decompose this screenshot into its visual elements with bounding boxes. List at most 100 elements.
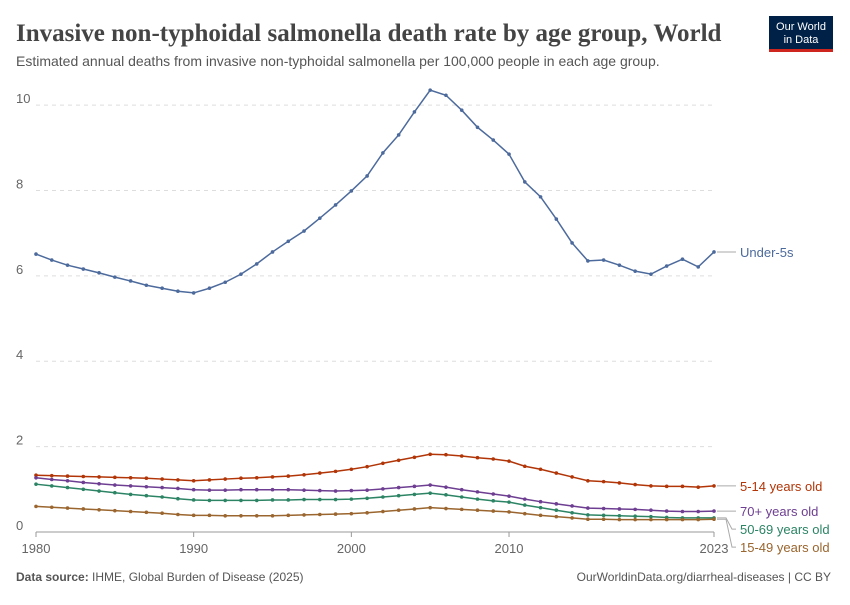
data-point (207, 498, 212, 503)
data-point (349, 497, 354, 501)
data-point (491, 138, 496, 142)
data-point (412, 507, 417, 511)
data-point (270, 498, 275, 502)
data-point (191, 498, 196, 502)
label-connector (717, 517, 736, 530)
data-point (428, 505, 432, 510)
data-point (318, 497, 322, 502)
data-point (633, 517, 637, 522)
data-point (680, 517, 685, 522)
data-point (191, 478, 196, 483)
data-point (365, 496, 369, 501)
data-point (160, 511, 164, 516)
data-point (144, 476, 149, 481)
data-point (459, 487, 464, 492)
data-point (617, 481, 622, 485)
x-tick-label: 2010 (495, 541, 524, 556)
data-point (160, 485, 164, 490)
data-point (428, 483, 432, 487)
data-point (459, 108, 464, 112)
data-point (144, 283, 149, 288)
data-point (223, 280, 228, 285)
data-point (586, 259, 590, 263)
data-point (318, 471, 322, 475)
data-point (144, 493, 149, 498)
data-point (601, 517, 606, 521)
data-point (554, 471, 559, 475)
data-point (144, 510, 149, 515)
data-point (396, 485, 401, 490)
data-point (286, 474, 291, 478)
data-point (113, 490, 117, 495)
data-point (538, 505, 543, 510)
data-point (444, 493, 448, 497)
data-point (617, 517, 622, 522)
data-point (65, 478, 70, 483)
data-point (459, 454, 464, 458)
data-point (475, 455, 480, 460)
data-point (649, 272, 653, 276)
data-point (381, 509, 385, 514)
data-point (444, 93, 448, 98)
data-point (649, 517, 653, 522)
data-point (538, 513, 543, 518)
data-point (97, 475, 101, 479)
data-point (617, 507, 622, 511)
data-point (191, 513, 196, 518)
data-point (554, 502, 559, 506)
series-label: 5-14 years old (740, 479, 822, 494)
data-point (239, 476, 243, 481)
data-point (649, 514, 653, 519)
data-point (428, 88, 432, 92)
data-point (664, 509, 669, 513)
data-point (97, 481, 101, 486)
data-point (538, 467, 543, 472)
data-point (34, 475, 38, 480)
data-point (207, 286, 212, 291)
series-line (35, 483, 714, 519)
data-point (239, 487, 243, 492)
data-point (176, 512, 180, 517)
data-point (254, 487, 259, 492)
data-point (302, 229, 306, 233)
data-point (34, 252, 38, 256)
data-point (302, 488, 306, 492)
data-point (333, 512, 338, 516)
data-point (381, 495, 385, 499)
logo-text: in Data (784, 34, 820, 46)
data-point (396, 458, 401, 463)
data-point (254, 475, 259, 480)
data-point (617, 263, 622, 267)
y-tick-label: 6 (16, 262, 23, 277)
data-point (507, 152, 511, 156)
data-point (601, 258, 606, 262)
data-point (633, 514, 637, 519)
data-point (680, 257, 685, 261)
data-point (207, 478, 212, 482)
data-point (113, 483, 117, 487)
data-point (81, 267, 86, 271)
data-point (49, 258, 54, 262)
data-point (113, 475, 117, 480)
data-point (207, 513, 212, 518)
data-point (570, 504, 574, 508)
x-tick-label: 2000 (337, 541, 366, 556)
data-point (554, 514, 559, 519)
data-point (712, 250, 716, 254)
data-point (428, 452, 432, 457)
data-point (491, 457, 496, 461)
data-point (381, 461, 385, 466)
logo-box (769, 16, 833, 52)
data-point (649, 484, 653, 488)
data-point (65, 506, 70, 510)
data-point (286, 513, 291, 518)
data-point (522, 464, 527, 469)
data-point (81, 487, 86, 492)
data-point (349, 488, 354, 493)
series-label: 70+ years old (740, 504, 818, 519)
data-point (538, 499, 543, 504)
y-tick-label: 0 (16, 518, 23, 533)
data-point (444, 452, 448, 457)
data-point (570, 475, 574, 479)
data-point (365, 464, 369, 469)
